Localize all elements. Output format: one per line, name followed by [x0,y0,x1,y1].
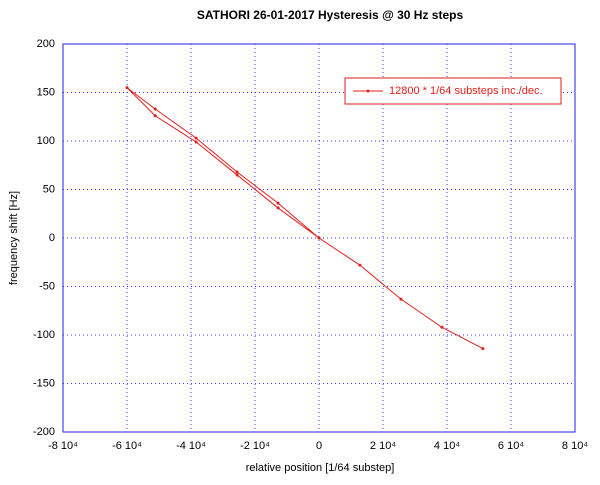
x-tick-label: -4 10⁴ [176,440,206,452]
chart-title: SATHORI 26-01-2017 Hysteresis @ 30 Hz st… [197,8,464,22]
series-line [126,87,484,350]
data-point [399,297,403,301]
y-tick-label: 200 [37,38,55,50]
x-tick-label: -2 10⁴ [240,440,270,452]
data-point [276,206,280,210]
x-axis-label: relative position [1/64 substep] [246,462,395,474]
y-tick-label: 150 [37,86,55,98]
y-tick-label: 0 [49,232,55,244]
data-point [235,170,239,174]
data-point [481,347,485,351]
data-point [153,107,157,111]
y-tick-label: -150 [33,377,55,389]
data-point [358,263,362,267]
x-tick-label: 4 10⁴ [434,440,460,452]
y-tick-label: -200 [33,426,55,438]
y-axis-label: frequency shift [Hz] [8,191,20,285]
y-tick-label: 50 [43,183,55,195]
y-tick-label: -100 [33,329,55,341]
x-tick-label: -6 10⁴ [112,440,142,452]
x-tick-label: 2 10⁴ [370,440,396,452]
x-tick-label: 6 10⁴ [498,440,524,452]
x-tick-label: -8 10⁴ [48,440,78,452]
y-tick-label: -50 [39,280,55,292]
x-tick-label: 0 [316,440,322,452]
legend-marker [366,89,370,93]
data-point [125,86,129,90]
data-point [317,236,321,240]
legend-label: 12800 * 1/64 substeps inc./dec. [389,85,543,97]
y-tick-label: 100 [37,135,55,147]
data-point [235,173,239,177]
data-point [276,201,280,205]
data-point [194,136,198,140]
data-point [194,140,198,144]
data-point [440,325,444,329]
plot-frame [62,43,576,433]
x-tick-label: 8 10⁴ [562,440,588,452]
data-point [153,114,157,118]
